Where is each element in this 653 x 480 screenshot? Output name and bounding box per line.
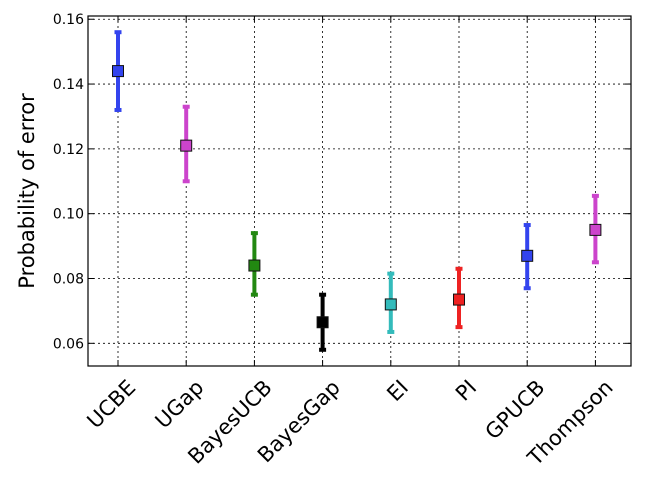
- mean-marker: [180, 139, 193, 152]
- data-point-group: [384, 271, 397, 334]
- mean-marker: [589, 223, 602, 236]
- y-tick-label: 0.06: [53, 336, 84, 352]
- mean-marker: [453, 293, 465, 306]
- mean-marker: [384, 298, 397, 311]
- x-category-label: UGap: [151, 375, 209, 433]
- x-category-label: EI: [382, 375, 413, 406]
- mean-marker: [521, 249, 534, 262]
- y-axis-ticks: 0.06 0.08 0.10 0.12 0.14 0.16: [53, 12, 631, 352]
- mean-marker: [112, 65, 124, 78]
- y-tick-label: 0.08: [53, 272, 84, 288]
- grid-lines: [88, 16, 631, 366]
- x-category-label: UCBE: [83, 375, 141, 433]
- mean-marker: [248, 259, 261, 272]
- data-point-group: [180, 104, 193, 184]
- data-point-group: [589, 193, 602, 265]
- data-point-group: [453, 266, 465, 330]
- mean-marker: [316, 316, 329, 329]
- y-tick-label: 0.10: [53, 207, 84, 223]
- plot-frame: [87, 15, 632, 367]
- data-points: [112, 30, 602, 352]
- x-category-label: PI: [451, 375, 481, 405]
- data-point-group: [248, 231, 261, 297]
- data-point-group: [521, 223, 534, 291]
- y-tick-label: 0.12: [53, 142, 84, 158]
- y-axis-title: Probability of error: [15, 93, 39, 289]
- data-point-group: [112, 30, 124, 112]
- y-tick-label: 0.16: [53, 12, 84, 28]
- x-category-label: GPUCB: [481, 375, 550, 444]
- data-point-group: [316, 292, 329, 352]
- y-tick-label: 0.14: [53, 77, 84, 93]
